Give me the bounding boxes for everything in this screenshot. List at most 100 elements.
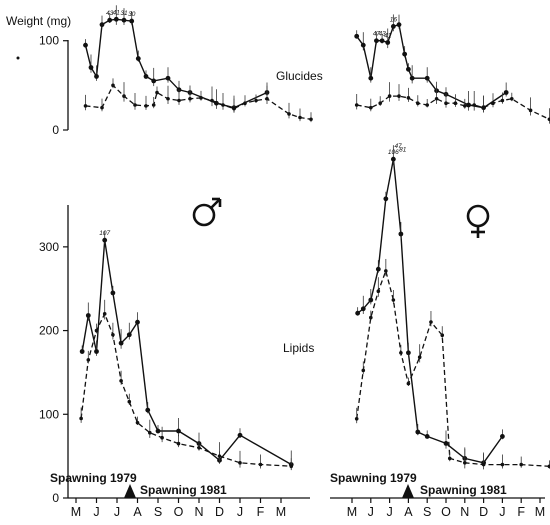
female-glucides-data-point <box>369 105 373 110</box>
male-lipids-series-dashed-line <box>80 312 292 467</box>
female-glucides-point-label-3: 16 <box>390 16 398 23</box>
male-lipids-data-point <box>79 416 83 421</box>
axes-layer <box>67 40 545 499</box>
female-glucides-data-point <box>547 117 550 122</box>
female-lipids-month-label-4: S <box>423 505 431 519</box>
male-lipids-month-label-8: J <box>237 505 243 519</box>
male-glucides-point-label-2: 31 <box>120 10 128 17</box>
female-glucides-data-point <box>481 105 486 110</box>
male-glucides-data-point <box>122 94 126 98</box>
female-lipids-data-point <box>500 434 505 439</box>
male-lipids-data-point <box>258 462 263 467</box>
male-glucides-data-point <box>155 90 159 95</box>
male-glucides-data-point <box>133 103 137 107</box>
female-lipids-data-point <box>361 368 366 373</box>
female-lipids-data-point <box>354 417 359 421</box>
female-symbol-text: ♀ <box>0 0 1 1</box>
female-glucides-data-point <box>378 101 383 106</box>
female-lipids-data-point <box>399 351 403 355</box>
male-lipids-data-point <box>119 379 123 383</box>
male-lipids-data-point <box>155 428 161 434</box>
male-lipids-month-label-3: A <box>133 505 142 519</box>
male-lipids-data-point <box>237 432 243 438</box>
male-glucides-point-label-3: 30 <box>128 11 136 18</box>
male-lipids-data-point <box>79 349 85 354</box>
spawning-1979-label-female: Spawning 1979 <box>330 471 417 485</box>
spawning-marker-female <box>402 484 414 498</box>
female-lipids-data-point <box>424 434 430 439</box>
female-glucides-data-point <box>396 22 402 28</box>
female-glucides-data-point <box>528 108 533 113</box>
male-glucides-data-point <box>113 16 119 22</box>
female-lipids-data-point <box>375 266 381 272</box>
male-glucides-data-point <box>94 74 99 79</box>
female-lipids-month-label-6: N <box>460 505 469 519</box>
female-lipids-month-label-9: F <box>517 505 525 519</box>
male-lipids-data-point <box>135 319 140 325</box>
female-glucides-data-point <box>385 40 391 45</box>
male-glucides-series-solid-line <box>84 18 268 109</box>
male-glucides-data-point <box>254 98 258 103</box>
male-glucides-data-point <box>243 101 247 106</box>
female-glucides-point-label-0: 47 <box>373 31 381 38</box>
male-lipids-data-point <box>217 454 222 458</box>
male-lipids-data-point <box>197 445 201 450</box>
male-glucides-data-point <box>129 18 135 24</box>
female-glucides-data-point <box>510 96 514 101</box>
female-lipids-data-point <box>415 429 421 435</box>
male-glucides-ytick-label-1: 100 <box>39 34 59 48</box>
male-glucides-data-point <box>83 42 88 48</box>
female-glucides-data-point <box>409 75 415 81</box>
male-lipids-ytick-label-3: 300 <box>39 240 59 254</box>
female-glucides-data-point <box>406 96 411 100</box>
male-glucides-point-label-0: 43 <box>106 10 114 17</box>
female-lipids-series-dashed-line <box>356 268 550 467</box>
spawning-1981-label: Spawning 1981 <box>140 483 227 497</box>
male-glucides-data-point <box>298 115 302 120</box>
male-lipids-ytick-label-1: 100 <box>39 407 59 421</box>
spawning-1979-label: Spawning 1979 <box>50 471 137 485</box>
male-lipids-data-point <box>94 349 99 354</box>
y-axis-label: Weight (mg) <box>6 14 71 28</box>
female-glucides-data-point <box>354 103 359 107</box>
female-lipids-data-point <box>406 381 411 386</box>
female-lipids-data-point <box>443 441 449 446</box>
female-lipids-data-point <box>406 350 411 356</box>
male-lipids-month-label-0: M <box>71 505 81 519</box>
male-glucides-data-point <box>151 103 156 107</box>
female-lipids-month-label-3: A <box>404 505 413 519</box>
male-lipids-ytick-label-2: 200 <box>39 324 59 338</box>
male-lipids-data-point <box>118 340 124 346</box>
male-lipids-data-point <box>145 407 151 413</box>
male-glucides-data-point <box>210 98 214 103</box>
female-lipids-data-point <box>390 156 396 162</box>
male-glucides-data-point <box>143 74 149 79</box>
female-lipids-month-label-8: J <box>499 505 505 519</box>
female-lipids-data-point <box>429 320 433 324</box>
female-lipids-month-label-2: J <box>386 505 392 519</box>
female-glucides-data-point <box>397 94 401 98</box>
female-glucides-data-point <box>434 96 439 101</box>
female-glucides-data-point <box>387 94 392 98</box>
male-glucides-data-point <box>232 106 236 111</box>
male-lipids-data-point <box>94 328 99 333</box>
male-lipids-month-label-6: N <box>194 505 203 519</box>
male-lipids-series-solid-line <box>81 240 292 466</box>
male-lipids-point-label-0: 107 <box>99 230 110 237</box>
female-lipids-month-label-5: O <box>441 505 451 519</box>
male-glucides-data-point <box>309 117 313 122</box>
female-lipids-data-point <box>500 462 505 467</box>
male-lipids-month-label-4: S <box>154 505 162 519</box>
female-glucides-series-dashed-line <box>356 95 550 120</box>
glucides-label: Glucides <box>276 69 323 83</box>
female-lipids-data-point <box>417 355 422 360</box>
female-glucides-data-point <box>424 75 430 81</box>
male-symbol-text: ♂ <box>0 0 1 1</box>
female-glucides-data-point <box>360 42 366 48</box>
ylabel-marker <box>16 56 20 60</box>
female-glucides-data-point <box>368 75 374 81</box>
female-glucides-data-point <box>416 101 420 106</box>
male-lipids-data-point <box>160 435 164 440</box>
